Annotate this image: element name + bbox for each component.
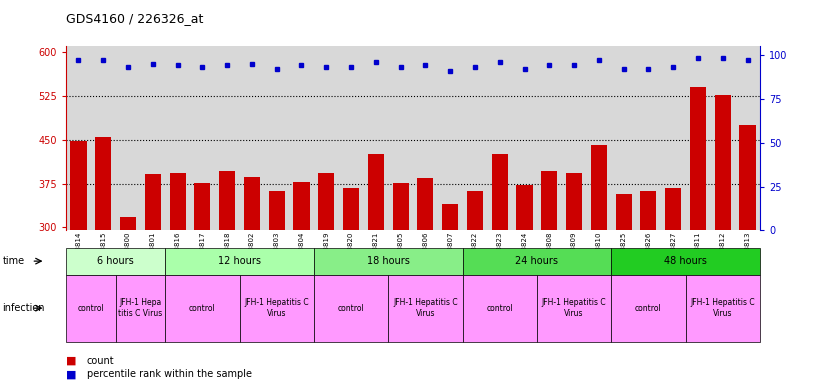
Bar [615, 194, 632, 230]
Text: 24 hours: 24 hours [515, 256, 558, 266]
Text: control: control [189, 304, 216, 313]
Bar [665, 188, 681, 230]
Bar [219, 171, 235, 230]
Bar [442, 204, 458, 230]
Bar [318, 173, 335, 230]
Bar [739, 125, 756, 230]
Bar [566, 173, 582, 230]
Text: JFH-1 Hepatitis C
Virus: JFH-1 Hepatitis C Virus [393, 298, 458, 318]
Bar [491, 154, 508, 230]
Text: count: count [87, 356, 114, 366]
Text: time: time [2, 256, 25, 266]
Text: ■: ■ [66, 369, 77, 379]
Bar [194, 183, 211, 230]
Text: control: control [78, 304, 104, 313]
Text: 12 hours: 12 hours [218, 256, 261, 266]
Bar [145, 174, 161, 230]
Text: JFH-1 Hepa
titis C Virus: JFH-1 Hepa titis C Virus [118, 298, 163, 318]
Bar [343, 188, 359, 230]
Bar [690, 87, 706, 230]
Text: 6 hours: 6 hours [97, 256, 134, 266]
Bar [714, 94, 731, 230]
Bar [120, 217, 136, 230]
Bar [70, 141, 87, 230]
Bar [268, 191, 285, 230]
Text: control: control [487, 304, 513, 313]
Bar [392, 183, 409, 230]
Bar [541, 171, 558, 230]
Text: GDS4160 / 226326_at: GDS4160 / 226326_at [66, 12, 203, 25]
Bar [591, 145, 607, 230]
Text: JFH-1 Hepatitis C
Virus: JFH-1 Hepatitis C Virus [691, 298, 755, 318]
Text: 18 hours: 18 hours [367, 256, 410, 266]
Bar [516, 185, 533, 230]
Bar [640, 190, 657, 230]
Bar [368, 154, 384, 230]
Text: JFH-1 Hepatitis C
Virus: JFH-1 Hepatitis C Virus [244, 298, 309, 318]
Text: JFH-1 Hepatitis C
Virus: JFH-1 Hepatitis C Virus [542, 298, 606, 318]
Bar [95, 137, 112, 230]
Text: control: control [338, 304, 364, 313]
Text: ■: ■ [66, 356, 77, 366]
Bar [293, 182, 310, 230]
Text: 48 hours: 48 hours [664, 256, 707, 266]
Bar [244, 177, 260, 230]
Bar [467, 190, 483, 230]
Text: control: control [635, 304, 662, 313]
Bar [169, 173, 186, 230]
Text: infection: infection [2, 303, 45, 313]
Bar [417, 178, 434, 230]
Text: percentile rank within the sample: percentile rank within the sample [87, 369, 252, 379]
